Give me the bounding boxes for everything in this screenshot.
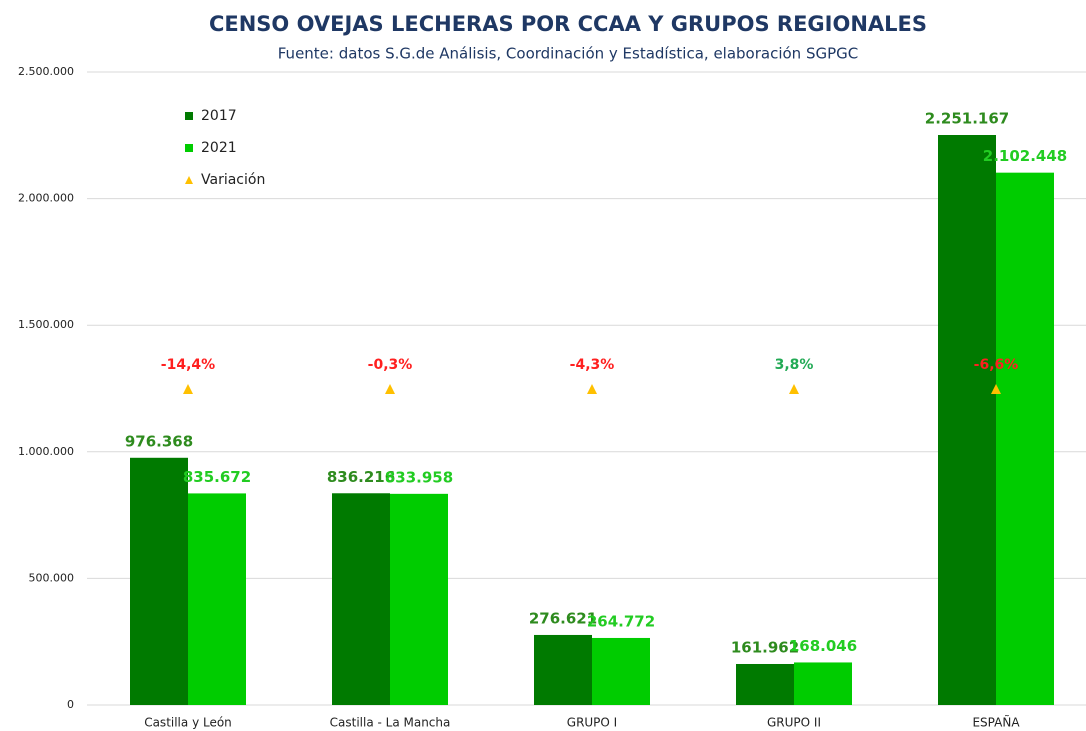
legend-label: 2021: [201, 140, 237, 156]
bar: [390, 493, 448, 705]
value-label: 276.621: [529, 609, 597, 627]
bar: [130, 457, 188, 705]
value-label: 976.368: [125, 432, 193, 450]
bar: [794, 662, 852, 705]
bar: [188, 493, 246, 705]
value-label: 168.046: [789, 637, 857, 655]
x-tick-label: Castilla - La Mancha: [330, 716, 451, 730]
y-tick-label: 1.000.000: [18, 445, 74, 458]
value-label: 836.216: [327, 468, 395, 486]
legend-swatch: [185, 144, 193, 152]
x-tick-label: GRUPO II: [767, 716, 821, 730]
y-tick-label: 500.000: [29, 571, 75, 584]
value-label: 835.672: [183, 468, 251, 486]
x-tick-label: ESPAÑA: [972, 715, 1020, 730]
chart-title: CENSO OVEJAS LECHERAS POR CCAA Y GRUPOS …: [209, 12, 927, 36]
value-label: 2.251.167: [925, 110, 1009, 128]
bar: [938, 135, 996, 705]
y-tick-label: 2.000.000: [18, 192, 74, 205]
x-tick-label: Castilla y León: [144, 716, 232, 730]
value-label: 2.102.448: [983, 147, 1067, 165]
y-tick-label: 2.500.000: [18, 65, 74, 78]
variation-marker: [991, 384, 1001, 394]
variation-marker: [385, 384, 395, 394]
bar: [534, 634, 592, 705]
y-tick-label: 1.500.000: [18, 318, 74, 331]
legend-swatch: [185, 176, 193, 184]
y-tick-label: 0: [67, 698, 74, 711]
variation-label: 3,8%: [775, 357, 814, 373]
bar: [332, 493, 390, 705]
variation-marker: [789, 384, 799, 394]
variation-label: -4,3%: [570, 357, 615, 373]
bar: [736, 663, 794, 705]
variation-label: -14,4%: [161, 357, 215, 373]
chart-subtitle: Fuente: datos S.G.de Análisis, Coordinac…: [278, 45, 859, 63]
legend-label: 2017: [201, 108, 237, 124]
legend-swatch: [185, 112, 193, 120]
x-tick-label: GRUPO I: [567, 716, 617, 730]
variation-marker: [183, 384, 193, 394]
variation-label: -0,3%: [368, 357, 413, 373]
legend-label: Variación: [201, 172, 265, 188]
bar: [592, 637, 650, 705]
value-label: 264.772: [587, 612, 655, 630]
value-label: 161.962: [731, 638, 799, 656]
variation-marker: [587, 384, 597, 394]
value-label: 833.958: [385, 468, 453, 486]
variation-label: -6,6%: [974, 357, 1019, 373]
bar: [996, 172, 1054, 706]
